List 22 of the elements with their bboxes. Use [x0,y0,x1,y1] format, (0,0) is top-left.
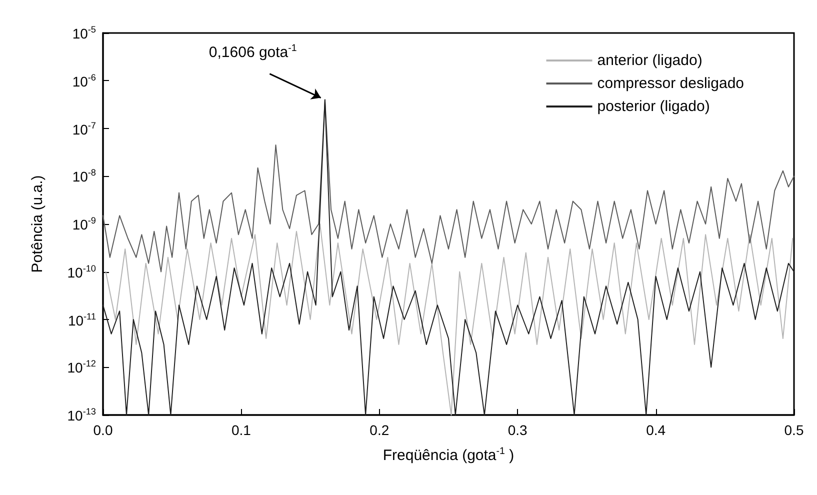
y-tick-label: 10$^{-8}$ [72,168,96,185]
x-tick-label: 0.5 [784,422,804,438]
legend-label: posterior (ligado) [597,98,710,115]
y-axis-title: Potência (u.a.) [29,175,46,273]
y-tick-label: 10$^{-6}$ [72,72,96,90]
y-tick-label: 10$^{-10}$ [67,263,96,280]
x-axis-title: Freqüência (gota$^{-1}$ ) [382,446,514,464]
annotation: 0,1606 gota$^{-1}$ [208,42,297,61]
legend-label: compressor desligado [597,75,744,92]
y-tick-label: 10$^{-11}$ [68,311,96,328]
y-tick-label: 10$^{-13}$ [67,406,96,424]
y-tick-label: 10$^{-7}$ [72,120,96,137]
x-tick-label: 0.1 [231,422,252,438]
x-tick-label: 0.2 [370,422,390,438]
x-tick-label: 0.3 [508,422,528,438]
legend-label: anterior (ligado) [597,52,702,69]
line-series [105,224,794,416]
y-tick-label: 10$^{-5}$ [72,24,96,42]
x-tick-label: 0.0 [93,422,113,438]
y-tick-label: 10$^{-12}$ [67,358,96,376]
x-tick-label: 0.4 [646,422,666,438]
y-tick-label: 10$^{-9}$ [72,216,96,232]
